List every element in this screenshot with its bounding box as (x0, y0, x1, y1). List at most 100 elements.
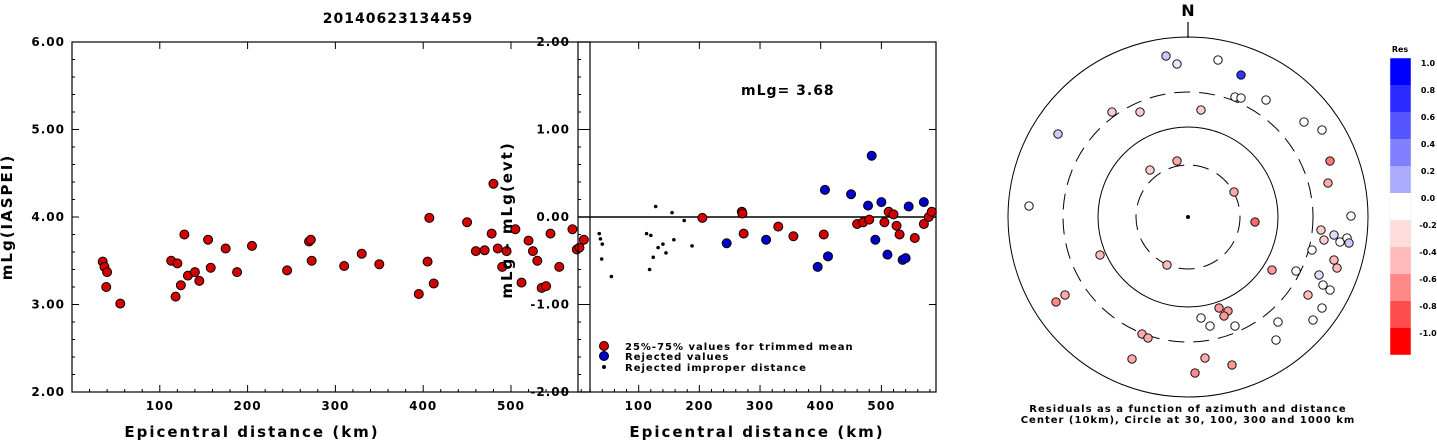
polar-point (1261, 95, 1271, 105)
plot2-legend: 25%-75% values for trimmed mean Rejected… (599, 341, 854, 374)
plot1-xtick-label: 200 (234, 399, 262, 413)
polar-point (1127, 354, 1137, 364)
plot1-point-s0 (492, 243, 503, 254)
center-dot (1186, 215, 1190, 219)
colorbar-border (1389, 57, 1412, 356)
plot2-ytick-label: 2.00 (536, 35, 570, 49)
plot2-point-s1 (822, 251, 833, 262)
plot1-point-s0 (578, 234, 589, 245)
plot1-point-s0 (428, 278, 439, 289)
plot2-point-s2 (664, 251, 668, 255)
plot2-point-s2 (670, 210, 674, 215)
plot1-point-s0 (205, 262, 216, 273)
plot1-ytick-label: 3.00 (31, 298, 65, 312)
plot1-point-s0 (374, 259, 385, 270)
plot1-point-s0 (179, 229, 190, 240)
plot2-point-s1 (846, 189, 857, 200)
plot1-point-s0 (356, 248, 367, 259)
plot2-point-s1 (812, 261, 823, 272)
plot2-point-s0 (697, 212, 708, 223)
polar-point (1107, 107, 1117, 117)
plot1-point-s0 (232, 267, 243, 278)
polar-point (1172, 59, 1182, 69)
plot1-xtick-label: 100 (146, 399, 174, 413)
polar-point (1319, 235, 1329, 245)
colorbar-cell (1390, 220, 1411, 247)
ring-1000km (1007, 36, 1369, 398)
page-title: 20140623134459 (323, 11, 473, 27)
plot2-ytick-label: 1.00 (536, 123, 570, 137)
polar-point (1332, 263, 1342, 273)
polar-point (1291, 266, 1301, 276)
polar-point (1317, 125, 1327, 135)
plot1-point-s0 (189, 267, 200, 278)
plot1-point-s0 (170, 291, 181, 302)
polar-point (1145, 165, 1155, 175)
plot2-point-s0 (888, 209, 899, 220)
polar-point (1053, 129, 1063, 139)
polar-point (1329, 255, 1339, 265)
legend-label-rejected: Rejected values (625, 352, 729, 363)
plot2-xtick-label: 400 (807, 399, 835, 413)
plot1-xtick-label: 300 (321, 399, 349, 413)
legend-marker-improper (602, 365, 606, 369)
colorbar-label: -0.4 (1419, 248, 1437, 257)
plot2-point-s2 (661, 242, 665, 246)
plot1-point-s0 (424, 212, 435, 223)
colorbar-cell (1390, 112, 1411, 139)
colorbar-label: 0.0 (1421, 194, 1436, 203)
plot1-point-s0 (422, 256, 433, 267)
polar-point (1325, 156, 1335, 166)
plot2-point-s2 (682, 218, 686, 223)
plot1-ytick-label: 4.00 (31, 210, 65, 224)
plot1-point-s0 (545, 228, 556, 239)
polar-point (1214, 303, 1224, 313)
plot1-point-s0 (462, 217, 473, 228)
plot2-ticks: 100 200 300 400 500 -2.00 -1.00 0.00 1.00 2.00 (530, 35, 936, 413)
polar-point (1271, 335, 1281, 345)
plot1-point-s0 (479, 245, 490, 256)
plot2-point-s2 (651, 255, 656, 260)
polar-caption-line2: Center (10km), Circle at 30, 100, 300 an… (1021, 415, 1356, 426)
plot2-point-s1 (882, 249, 893, 260)
colorbar-label: 0.8 (1421, 86, 1436, 95)
legend-label-trimmed: 25%-75% values for trimmed mean (625, 342, 854, 353)
plot1-point-s0 (488, 178, 499, 189)
plot2-ytick-label: 0.00 (536, 210, 570, 224)
colorbar: Res 1.0 0.8 0.6 0.4 0.2 0.0 -0.2 -0.4 -0.6 -0.8 -1… (1389, 45, 1437, 356)
polar-point (1200, 353, 1210, 363)
polar-caption-line1: Residuals as a function of azimuth and d… (1029, 404, 1346, 415)
plot2-point-s0 (909, 233, 920, 243)
ring-30km (1135, 164, 1241, 270)
plot1-xtick-label: 400 (409, 399, 437, 413)
colorbar-cell (1390, 328, 1411, 355)
plot1-point-s0 (220, 243, 231, 254)
plot2-point-s2 (609, 274, 614, 279)
plot1-point-s0 (486, 228, 497, 239)
polar-point (1250, 217, 1260, 227)
plot1-points (97, 178, 589, 309)
colorbar-cell (1390, 274, 1411, 301)
polar-point (1024, 201, 1034, 211)
colorbar-title: Res (1392, 45, 1409, 54)
plot1-point-s0 (501, 246, 512, 257)
colorbar-label: 1.0 (1421, 59, 1436, 68)
plot2-point-s2 (598, 237, 603, 241)
plot2-point-s1 (721, 238, 732, 249)
plot1-point-s0 (305, 234, 316, 245)
plot1-ytick-label: 2.00 (31, 385, 65, 399)
plot2-xtick-label: 100 (625, 399, 653, 413)
polar-point (1162, 260, 1172, 270)
plot2-ylabel: mLg - mLg(evt) (498, 141, 516, 298)
plot1-point-s0 (554, 261, 565, 272)
panel-mlg: 100 200 300 400 500 2.00 3.00 4.00 5.00 6.00 Epic… (0, 35, 591, 441)
plot2-point-s1 (876, 197, 887, 208)
plot1-point-s0 (172, 258, 183, 269)
polar-point (1219, 311, 1229, 321)
polar-point (1213, 55, 1223, 65)
polar-point (1205, 321, 1215, 331)
plot2-point-s0 (864, 214, 875, 225)
plot2-point-s2 (690, 244, 694, 248)
ring-100km (1097, 126, 1279, 308)
plot2-point-s1 (761, 234, 772, 245)
